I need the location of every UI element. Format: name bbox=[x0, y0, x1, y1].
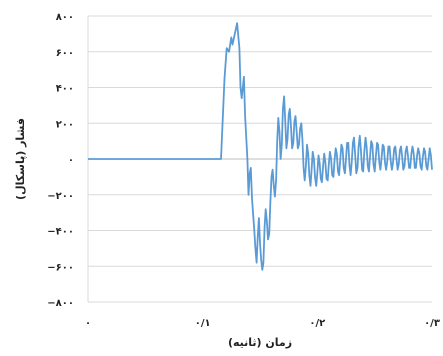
y-tick-label: −۲۰۰ bbox=[47, 191, 74, 202]
x-axis-title: زمان (ثانیه) bbox=[228, 336, 292, 349]
y-tick-label: ۸۰۰ bbox=[56, 12, 74, 23]
y-tick-label: −۶۰۰ bbox=[47, 262, 74, 273]
x-tick-label: ۰/۳ bbox=[424, 318, 440, 329]
y-tick-label: ۲۰۰ bbox=[56, 119, 74, 130]
y-tick-label: ۴۰۰ bbox=[56, 84, 74, 95]
y-tick-label: ۰ bbox=[68, 155, 74, 166]
x-tick-label: ۰ bbox=[85, 318, 91, 329]
x-tick-label: ۰/۲ bbox=[309, 318, 325, 329]
y-tick-label: −۴۰۰ bbox=[47, 227, 74, 238]
x-tick-labels: ۰ ۰/۱ ۰/۲ ۰/۳ bbox=[85, 318, 440, 329]
x-tick-label: ۰/۱ bbox=[195, 318, 211, 329]
y-tick-label: ۶۰۰ bbox=[56, 48, 74, 59]
y-tick-labels: ۸۰۰ ۶۰۰ ۴۰۰ ۲۰۰ ۰ −۲۰۰ −۴۰۰ −۶۰۰ −۸۰۰ bbox=[47, 12, 74, 309]
y-axis-title: فشار (پاسکال) bbox=[14, 118, 27, 200]
y-tick-label: −۸۰۰ bbox=[47, 298, 74, 309]
pressure-series-line bbox=[88, 22, 433, 271]
